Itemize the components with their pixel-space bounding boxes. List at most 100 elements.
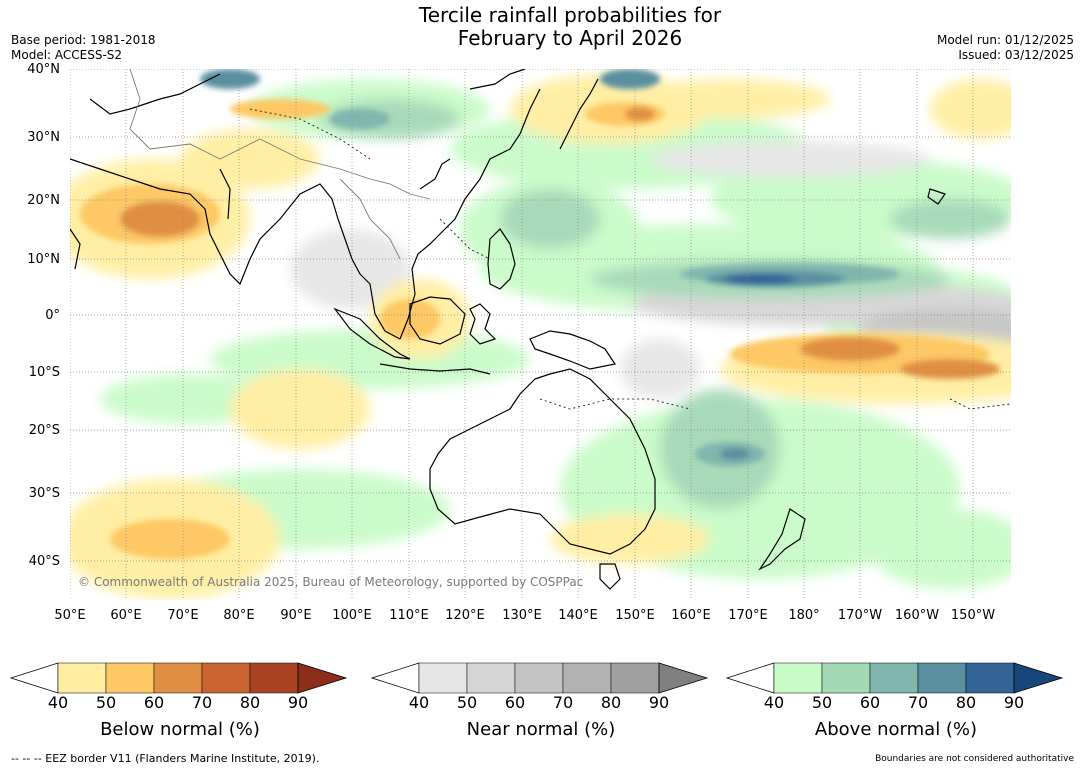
title-line-1: Tercile rainfall probabilities for [418, 3, 722, 27]
colorbar-under-triangle [10, 662, 59, 694]
chart-title: Tercile rainfall probabilities for Febru… [0, 4, 1085, 50]
lon-label: 130°E [502, 608, 542, 623]
lon-label: 160°W [894, 608, 940, 623]
lat-label: 30°N [27, 130, 60, 145]
africa-coast [70, 228, 81, 270]
colorbar-tick-label: 80 [239, 693, 261, 712]
lon-label: 50°E [54, 608, 86, 623]
land-borders [129, 69, 431, 260]
lat-label: 10°S [28, 365, 60, 380]
eez-borders [249, 108, 1011, 410]
sumatra [333, 307, 411, 360]
colorbar-tick-label: 50 [811, 693, 833, 712]
lat-label: 10°N [27, 252, 60, 267]
east-asia-coast [399, 88, 541, 340]
colorbar-swatch [562, 662, 612, 694]
boundary-disclaimer: Boundaries are not considered authoritat… [875, 754, 1074, 764]
colorbar-swatch [153, 662, 203, 694]
colorbar-swatch [105, 662, 155, 694]
colorbar-tick-label: 40 [408, 693, 430, 712]
title-line-2: February to April 2026 [457, 26, 683, 50]
colorbar-tick-label: 40 [47, 693, 69, 712]
lon-label: 60°E [110, 608, 142, 623]
lon-label: 90°E [280, 608, 312, 623]
model-name: Model: ACCESS-S2 [11, 48, 123, 62]
borneo [409, 296, 466, 345]
lon-label: 180° [788, 608, 820, 623]
lon-label: 70°E [167, 608, 199, 623]
colorbar-over-triangle [658, 662, 709, 694]
australia [429, 368, 656, 555]
near-normal-swatches [371, 662, 709, 694]
new-zealand [758, 508, 806, 571]
colorbar-tick-label: 80 [955, 693, 977, 712]
lat-label: 20°N [27, 193, 60, 208]
meta-left: Base period: 1981-2018 Model: ACCESS-S2 [11, 33, 156, 63]
colorbar-swatch [773, 662, 823, 694]
colorbar-tick-label: 70 [907, 693, 929, 712]
colorbar-over-triangle [1013, 662, 1064, 694]
lat-label: 20°S [28, 423, 60, 438]
tasmania [599, 563, 621, 590]
colorbar-swatch [514, 662, 564, 694]
colorbar-tick-label: 60 [504, 693, 526, 712]
near-normal-colorbar [371, 662, 709, 694]
colorbar-under-triangle [726, 662, 775, 694]
lat-label: 30°S [28, 486, 60, 501]
lon-label: 80°E [223, 608, 255, 623]
sulawesi [469, 303, 497, 345]
colorbar-swatch [917, 662, 967, 694]
lat-label: 40°S [28, 554, 60, 569]
lat-label: 0° [45, 308, 60, 323]
colorbar-swatch [869, 662, 919, 694]
colorbar-swatch [821, 662, 871, 694]
new-guinea [529, 330, 616, 370]
colorbar-over-triangle [297, 662, 348, 694]
lon-label: 110°E [389, 608, 429, 623]
colorbar-swatch [466, 662, 516, 694]
colorbar-swatch [965, 662, 1015, 694]
colorbar-tick-label: 50 [95, 693, 117, 712]
colorbar-tick-label: 80 [600, 693, 622, 712]
lon-label: 140°E [558, 608, 598, 623]
near-normal-title: Near normal (%) [466, 719, 616, 740]
below-normal-colorbar [10, 662, 348, 694]
above-normal-colorbar [726, 662, 1064, 694]
model-run: Model run: 01/12/2025 [936, 33, 1074, 47]
meta-right: Model run: 01/12/2025 Issued: 03/12/2025 [937, 33, 1074, 63]
china-coast-detail [419, 158, 451, 190]
india-detail [219, 168, 231, 220]
colorbar-tick-label: 90 [287, 693, 309, 712]
colorbar-tick-label: 70 [552, 693, 574, 712]
coastlines [70, 69, 946, 590]
above-normal-swatches [726, 662, 1064, 694]
colorbar-tick-label: 90 [648, 693, 670, 712]
colorbar-swatch [201, 662, 251, 694]
colorbar-swatch [249, 662, 299, 694]
colorbar-tick-label: 90 [1003, 693, 1025, 712]
colorbar-swatch [57, 662, 107, 694]
lon-label: 150°W [950, 608, 996, 623]
above-normal-title: Above normal (%) [814, 719, 978, 740]
below-normal-swatches [10, 662, 348, 694]
colorbar-swatch [610, 662, 660, 694]
base-period: Base period: 1981-2018 [11, 33, 156, 47]
colorbar-under-triangle [371, 662, 420, 694]
lon-label: 150°E [615, 608, 655, 623]
lat-label: 40°N [27, 62, 60, 77]
eez-note: -- -- -- EEZ border V11 (Flanders Marine… [11, 752, 320, 765]
lon-label: 170°E [728, 608, 768, 623]
colorbar-tick-label: 50 [456, 693, 478, 712]
colorbar-swatch [418, 662, 468, 694]
java [379, 363, 491, 375]
korea-japan-coast [469, 69, 526, 90]
colorbar-tick-label: 70 [191, 693, 213, 712]
hawaii [927, 188, 946, 205]
colorbar-tick-label: 60 [143, 693, 165, 712]
asia-mainland-coast [70, 158, 401, 340]
lon-label: 120°E [445, 608, 485, 623]
lon-label: 170°W [837, 608, 883, 623]
lon-label: 100°E [332, 608, 372, 623]
issued-date: Issued: 03/12/2025 [958, 48, 1074, 62]
copyright-note: © Commonwealth of Australia 2025, Bureau… [78, 575, 583, 589]
